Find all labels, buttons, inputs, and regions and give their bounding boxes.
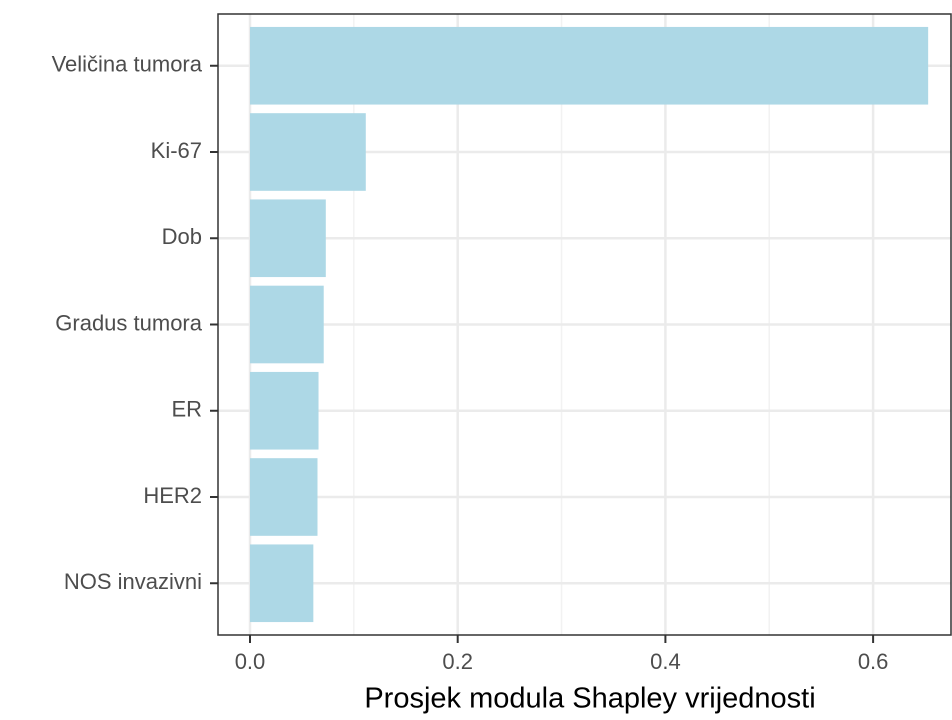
bar: [249, 285, 324, 364]
bar: [249, 199, 326, 278]
x-tick-label: 0.6: [858, 649, 889, 674]
panel-border: [217, 13, 952, 636]
x-tick-label: 0.2: [442, 649, 473, 674]
bar: [249, 371, 319, 450]
x-axis-title: Prosjek modula Shapley vrijednosti: [364, 683, 815, 715]
y-tick-label: ER: [171, 397, 202, 422]
bar: [249, 544, 314, 623]
y-tick-label: Dob: [162, 224, 202, 249]
bar: [249, 113, 366, 191]
bar: [249, 26, 929, 105]
y-tick-label: Ki-67: [151, 138, 202, 163]
bar: [249, 458, 318, 536]
y-tick-label: NOS invazivni: [64, 569, 202, 594]
y-tick-label: Gradus tumora: [55, 310, 202, 335]
x-tick-label: 0.4: [650, 649, 681, 674]
x-tick-label: 0.0: [235, 649, 266, 674]
y-tick-label: HER2: [143, 483, 202, 508]
y-tick-label: Veličina tumora: [52, 52, 203, 77]
